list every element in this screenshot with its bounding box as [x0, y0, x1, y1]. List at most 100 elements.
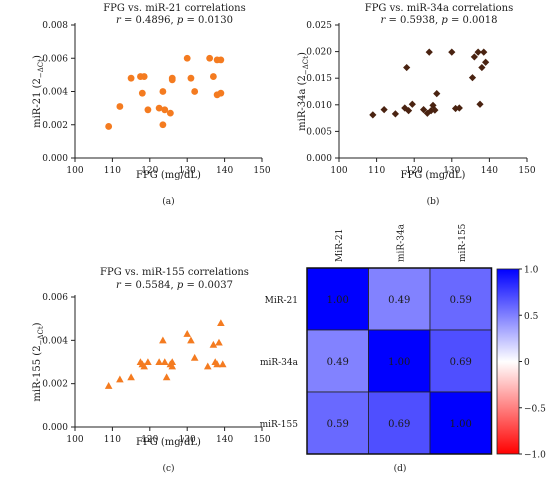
data-point — [191, 88, 199, 95]
data-point — [183, 330, 191, 337]
scatter-2-x-label: FPG (mg/dL) — [401, 170, 466, 181]
scatter-1-y-tick-label: 0.004 — [42, 88, 68, 98]
heatmap-cell-label: 1.00 — [450, 419, 472, 430]
scatter-2-y-tick-label: 0.000 — [306, 154, 332, 164]
heatmap-col-label: miR-34a — [396, 223, 406, 262]
scatter-1-y-tick-label: 0.008 — [42, 21, 68, 31]
heatmap-cell — [306, 391, 369, 455]
scatter-2-y-label: miR-34a (2−ΔCt) — [297, 52, 310, 131]
scatter-1-x-label: FPG (mg/dL) — [136, 170, 201, 181]
data-point — [217, 89, 225, 97]
scatter-3-x-tick-label: 100 — [66, 435, 83, 445]
heatmap-col-label: miR-155 — [458, 223, 468, 262]
scatter-3-y-tick-label: 0.002 — [42, 380, 68, 390]
heatmap-cell-label: 1.00 — [388, 357, 410, 368]
scatter-1-y-tick-label: 0.006 — [42, 54, 68, 64]
scatter-3-x-tick-label: 120 — [141, 435, 158, 445]
scatter-3-x-label: FPG (mg/dL) — [136, 437, 201, 448]
data-point — [425, 48, 433, 56]
heatmap-cell — [306, 267, 369, 331]
scatter-3-y-tick-label: 0.000 — [42, 423, 68, 433]
scatter-3-x-tick-label: 140 — [216, 435, 233, 445]
heatmap-panel-label: (d) — [394, 463, 407, 474]
scatter-3-stats: r = 0.5584, p = 0.0037 — [116, 280, 233, 291]
scatter-3-x-tick-label: 150 — [253, 435, 270, 445]
data-point — [159, 336, 167, 344]
heatmap-cell-label: 0.59 — [450, 295, 472, 306]
data-point — [140, 73, 148, 80]
data-point — [478, 63, 486, 72]
data-point — [474, 48, 482, 56]
data-point — [480, 48, 488, 56]
heatmap-border — [306, 267, 493, 455]
data-point — [159, 88, 167, 95]
scatter-2-x-tick-label: 130 — [443, 166, 460, 176]
scatter-2-x-tick-label: 120 — [406, 166, 423, 176]
scatter-1-x-tick-label: 130 — [179, 166, 196, 176]
data-point — [161, 106, 169, 114]
data-point — [162, 373, 171, 381]
scatter-3-x-tick-label: 130 — [179, 435, 196, 445]
scatter-2-stats: r = 0.5938, p = 0.0018 — [380, 15, 497, 26]
heatmap-cell-label: 0.59 — [327, 419, 349, 430]
data-point — [403, 63, 411, 72]
scatter-2-y-tick-label: 0.020 — [306, 48, 332, 58]
scatter-2-y-tick-label: 0.025 — [306, 21, 332, 31]
data-point — [431, 106, 439, 114]
data-point — [482, 58, 490, 66]
data-point — [187, 74, 195, 82]
data-point — [404, 107, 413, 115]
data-point — [401, 104, 409, 112]
heatmap-col-label: MiR-21 — [335, 229, 345, 262]
colorbar-tick-label: 0 — [524, 358, 530, 368]
data-point — [159, 121, 167, 129]
scatter-3-y-label: miR-155 (2−ΔCt) — [32, 322, 45, 401]
data-point — [448, 48, 456, 56]
colorbar-tick-label: −0.5 — [524, 404, 546, 414]
data-point — [127, 74, 135, 82]
heatmap-row-label: miR-34a — [260, 358, 299, 368]
scatter-3-x-tick-label: 110 — [104, 435, 121, 445]
scatter-3-panel-label: (c) — [162, 463, 174, 474]
data-point — [476, 100, 484, 108]
scatter-2-title: FPG vs. miR-34a correlations — [365, 3, 514, 14]
data-point — [206, 54, 214, 62]
data-point — [217, 319, 225, 327]
heatmap-row-label: miR-155 — [260, 420, 299, 430]
heatmap-cell-label: 0.49 — [327, 357, 349, 368]
heatmap-cell-label: 0.69 — [450, 357, 472, 368]
data-point — [127, 373, 135, 381]
colorbar — [496, 268, 520, 455]
data-point — [144, 106, 152, 114]
data-point — [116, 375, 124, 383]
scatter-1-y-tick-label: 0.002 — [42, 121, 68, 131]
colorbar-tick-label: 0.5 — [524, 312, 539, 322]
scatter-1-x-tick-label: 140 — [216, 166, 233, 176]
data-point — [168, 358, 177, 366]
scatter-2-x-tick-label: 100 — [330, 166, 347, 176]
colorbar-tick-label: 1.0 — [524, 266, 539, 276]
data-point — [380, 105, 388, 114]
scatter-1-panel-label: (a) — [162, 196, 174, 207]
scatter-2-panel-label: (b) — [427, 196, 440, 207]
data-point — [168, 74, 176, 82]
scatter-2-x-tick-label: 110 — [368, 166, 385, 176]
heatmap-cell — [429, 391, 492, 455]
data-point — [168, 362, 177, 370]
scatter-3-y-tick-label: 0.006 — [42, 293, 68, 303]
data-point — [144, 358, 152, 366]
data-point — [470, 53, 478, 61]
data-point — [166, 109, 174, 117]
heatmap-cell-label: 0.49 — [388, 295, 410, 306]
scatter-3-y-tick-label: 0.004 — [42, 336, 68, 346]
data-point — [138, 89, 146, 97]
scatter-1-y-tick-label: 0.000 — [42, 154, 68, 164]
data-point — [209, 340, 218, 348]
data-point — [155, 358, 163, 366]
colorbar-tick-label: −1.0 — [524, 451, 546, 461]
scatter-1-x-tick-label: 100 — [66, 166, 83, 176]
data-point — [209, 73, 217, 80]
data-point — [213, 360, 221, 368]
data-point — [155, 104, 163, 112]
data-point — [408, 100, 416, 108]
